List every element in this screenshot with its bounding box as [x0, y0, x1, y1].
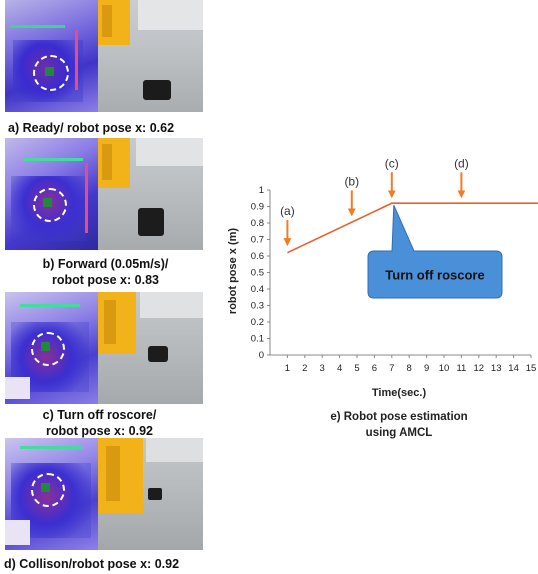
panel-d-map — [5, 438, 98, 550]
x-tick-label: 6 — [372, 363, 377, 374]
panel-c-photo — [98, 292, 203, 404]
y-tick-label: 0.5 — [251, 268, 264, 279]
annotation-label: (c) — [385, 156, 399, 170]
x-tick-label: 14 — [508, 363, 519, 374]
panel-c-caption-line-2: robot pose x: 0.92 — [46, 424, 153, 438]
panel-a-photo — [98, 0, 203, 112]
x-tick-label: 11 — [456, 363, 466, 374]
panel-d-image — [5, 438, 203, 550]
annotation-label: (d) — [454, 156, 469, 170]
y-tick-label: 0.3 — [251, 301, 264, 312]
panel-d-photo — [98, 438, 203, 550]
callout-box — [367, 204, 503, 299]
series-line — [287, 202, 538, 254]
panel-c-caption: c) Turn off roscore/ robot pose x: 0.92 — [0, 407, 207, 439]
chart-annotations: (a) (b) (c) (d) — [280, 156, 469, 247]
annotation-label: (a) — [280, 204, 295, 218]
chart-ticks: 1 2 3 4 5 6 7 8 9 10 11 12 13 14 1500.10.20.30.40.50.6… — [251, 185, 537, 374]
x-tick-label: 4 — [337, 363, 342, 374]
y-tick-label: 0.7 — [251, 235, 264, 246]
y-tick-label: 1 — [259, 185, 264, 196]
panel-a-caption: a) Ready/ robot pose x: 0.62 — [8, 120, 223, 136]
x-tick-label: 12 — [474, 363, 485, 374]
x-tick-label: 15 — [526, 363, 537, 374]
panel-b-caption-line-2: robot pose x: 0.83 — [52, 273, 159, 287]
annotation-label: (b) — [344, 174, 359, 188]
panel-a-image — [5, 0, 203, 112]
panel-b-caption-line-1: b) Forward (0.05m/s)/ — [42, 257, 169, 271]
y-tick-label: 0 — [259, 350, 264, 361]
panel-d-caption-line: d) Collison/robot pose x: 0.92 — [4, 557, 180, 571]
panel-a-map — [5, 0, 98, 112]
callout: Turn off roscore — [367, 204, 503, 299]
x-tick-label: 7 — [389, 363, 394, 374]
y-tick-label: 0.8 — [251, 218, 264, 229]
x-axis-label: Time(sec.) — [372, 387, 427, 399]
x-tick-label: 5 — [354, 363, 359, 374]
panel-b-photo — [98, 138, 203, 250]
panel-b-caption: b) Forward (0.05m/s)/ robot pose x: 0.83 — [0, 256, 213, 288]
panel-b-image — [5, 138, 203, 250]
panel-b-map — [5, 138, 98, 250]
x-tick-label: 9 — [424, 363, 429, 374]
panel-c-caption-line-1: c) Turn off roscore/ — [42, 408, 157, 422]
y-axis-label: robot pose x (m) — [227, 228, 239, 315]
panel-a-caption-line: a) Ready/ robot pose x: 0.62 — [8, 121, 175, 135]
panel-c-map — [5, 292, 98, 404]
x-tick-label: 8 — [407, 363, 412, 374]
chart-caption-line-2: using AMCL — [366, 427, 433, 439]
chart-caption-line-1: e) Robot pose estimation — [330, 411, 467, 423]
panel-c-image — [5, 292, 203, 404]
y-tick-label: 0.2 — [251, 317, 264, 328]
x-tick-label: 3 — [320, 363, 325, 374]
y-tick-label: 0.6 — [251, 251, 264, 262]
panel-d-caption: d) Collison/robot pose x: 0.92 — [4, 556, 219, 572]
x-tick-label: 1 — [285, 363, 290, 374]
y-tick-label: 0.1 — [251, 334, 264, 345]
x-tick-label: 2 — [302, 363, 307, 374]
x-tick-label: 10 — [439, 363, 450, 374]
chart-series — [287, 202, 538, 254]
y-tick-label: 0.9 — [251, 202, 264, 213]
callout-text: Turn off roscore — [385, 268, 484, 283]
y-tick-label: 0.4 — [251, 284, 264, 295]
x-tick-label: 13 — [491, 363, 502, 374]
